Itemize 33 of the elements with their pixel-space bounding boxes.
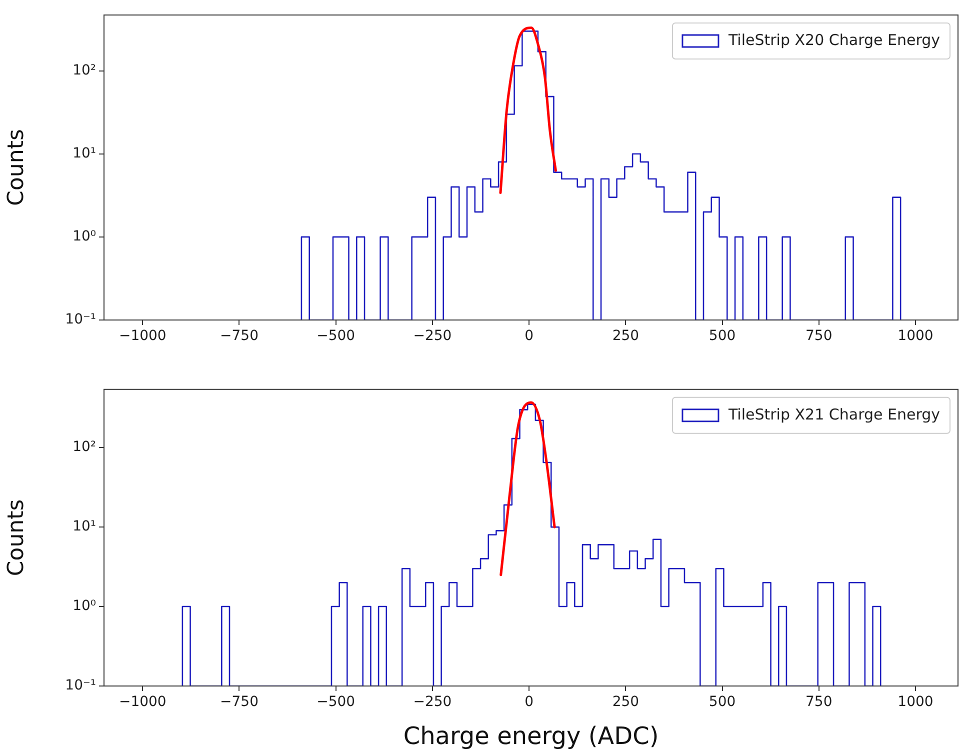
x-tick-label: −500 <box>316 694 356 710</box>
x-tick-label: 0 <box>524 694 534 710</box>
y-tick-label: 10¹ <box>72 146 96 162</box>
x-tick-label: −250 <box>413 694 452 710</box>
x-tick-label: 750 <box>806 694 832 710</box>
x-tick-label: 0 <box>524 328 534 344</box>
x-tick-label: 1000 <box>898 694 934 710</box>
x-tick-label: 750 <box>806 328 832 344</box>
x-tick-label: −1000 <box>118 694 166 710</box>
x-axis-title: Charge energy (ADC) <box>403 722 659 750</box>
line-series <box>500 401 556 576</box>
y-tick-label: 10⁻¹ <box>65 312 96 328</box>
legend-label: TileStrip X20 Charge Energy <box>727 30 940 49</box>
x-tick-label: 250 <box>612 694 640 710</box>
x-tick-label: −250 <box>413 328 452 344</box>
y-axis-title: Counts <box>4 129 29 206</box>
y-tick-label: 10⁰ <box>72 228 96 245</box>
x-tick-label: 500 <box>708 694 736 710</box>
y-tick-label: 10⁰ <box>72 598 96 614</box>
x-tick-label: 500 <box>708 328 736 344</box>
y-tick-label: 10² <box>72 62 96 78</box>
y-tick-label: 10² <box>72 439 96 456</box>
y-tick-label: 10¹ <box>72 518 96 535</box>
x-tick-label: −1000 <box>118 328 166 344</box>
y-axis-title: Counts <box>4 499 29 576</box>
x-tick-label: 250 <box>612 328 640 344</box>
x-tick-label: −750 <box>220 694 258 710</box>
x-tick-label: −500 <box>316 328 356 344</box>
y-tick-label: 10⁻¹ <box>65 678 96 694</box>
x-tick-label: 1000 <box>898 328 934 344</box>
x-tick-label: −750 <box>220 328 258 344</box>
line-series <box>499 26 557 194</box>
legend-label: TileStrip X21 Charge Energy <box>727 405 940 424</box>
